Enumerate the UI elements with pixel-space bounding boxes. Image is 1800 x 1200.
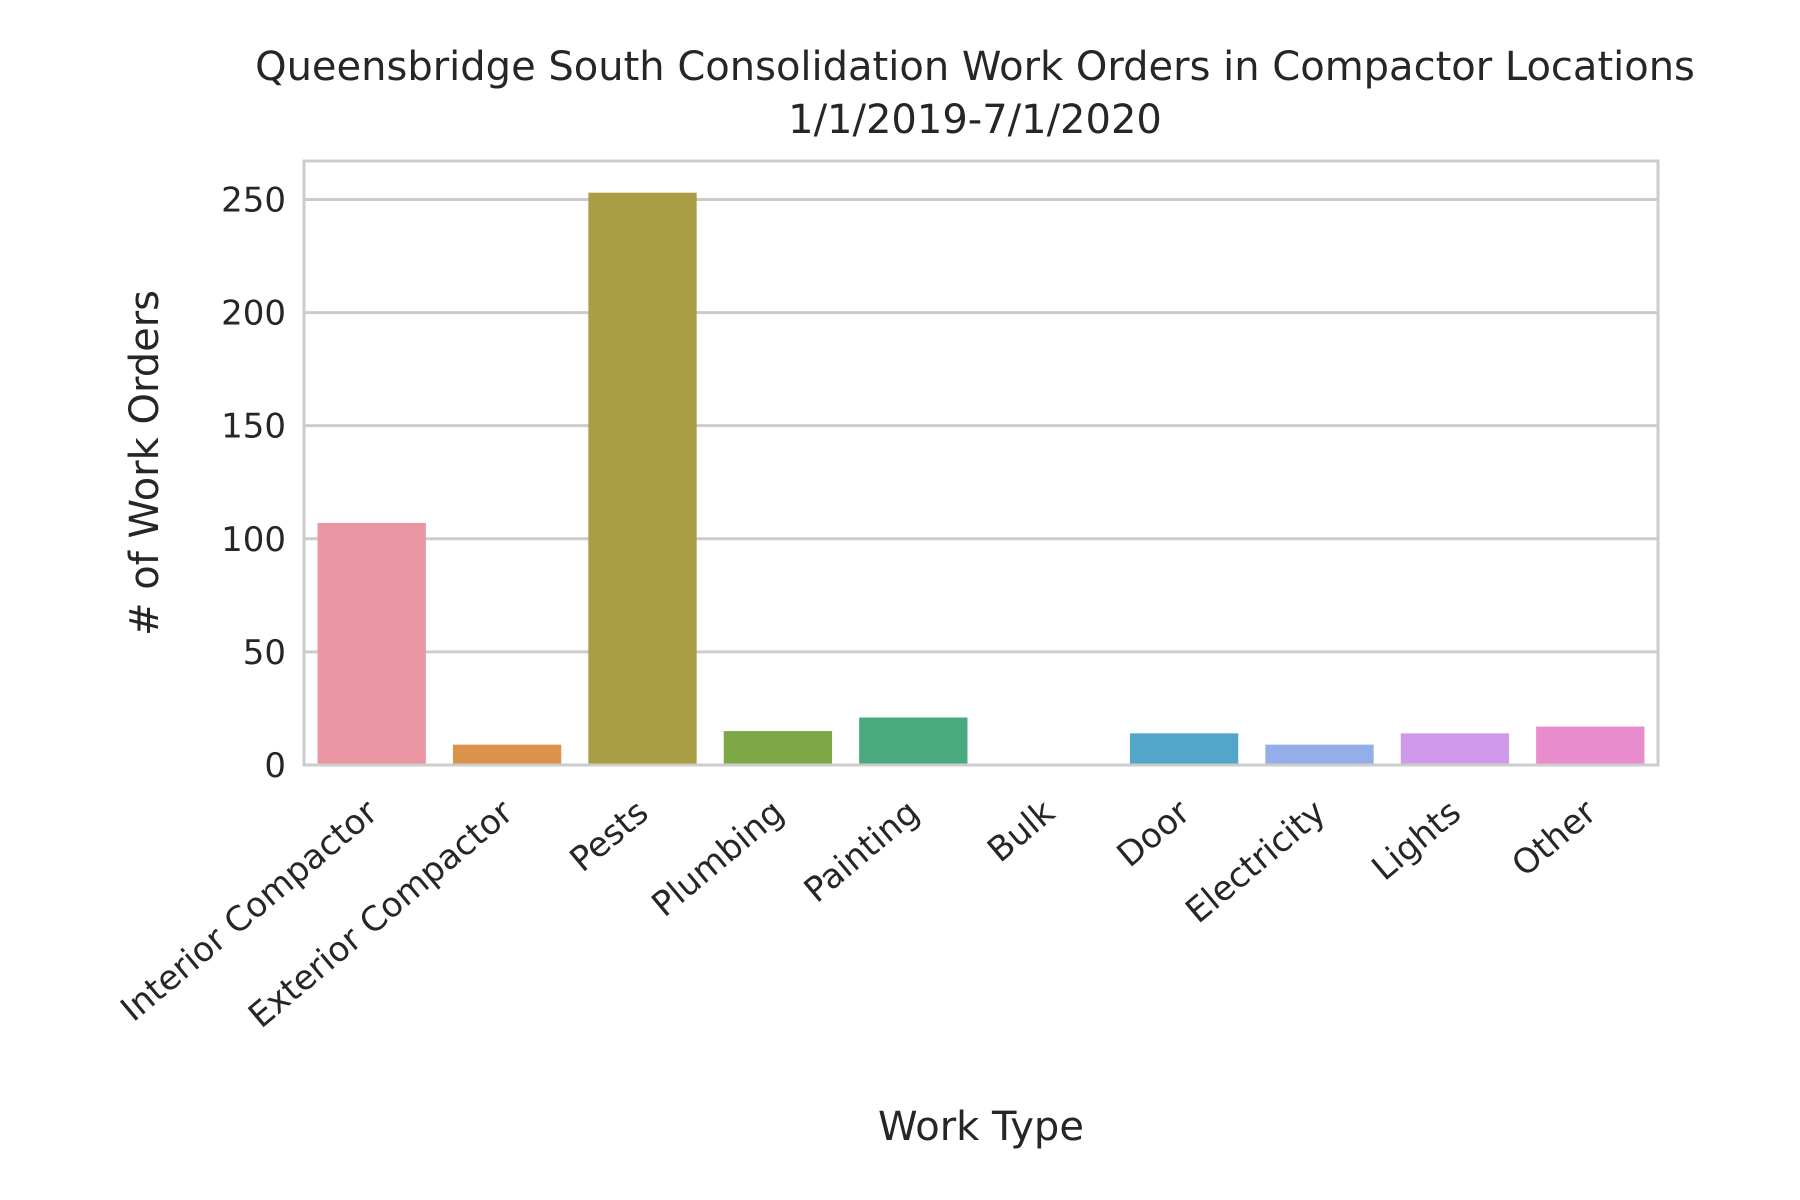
bar-other [1536, 726, 1645, 765]
bar-lights [1400, 733, 1510, 765]
chart-subtitle: 1/1/2019-7/1/2020 [788, 97, 1162, 143]
x-tick-label: Pests [562, 792, 656, 880]
y-tick-label: 250 [221, 180, 286, 220]
bar-pests [588, 192, 697, 765]
bar-interior-compactor [317, 522, 426, 765]
y-tick-label: 0 [264, 746, 286, 786]
x-tick-label: Electricity [1178, 792, 1333, 931]
x-tick-label: Lights [1364, 792, 1468, 889]
y-tick-labels: 0 50 100 150 200 250 [221, 180, 286, 786]
x-tick-label: Exterior Compactor [241, 792, 521, 1036]
chart-title: Queensbridge South Consolidation Work Or… [255, 44, 1695, 90]
x-tick-label: Painting [797, 792, 927, 911]
y-tick-label: 100 [221, 520, 286, 560]
x-axis-label: Work Type [878, 1104, 1084, 1150]
x-tick-label: Plumbing [644, 792, 791, 925]
bar-exterior-compactor [452, 744, 562, 765]
bar-electricity [1265, 744, 1374, 765]
bars [317, 192, 1645, 765]
x-tick-label: Interior Compactor [113, 792, 385, 1029]
x-tick-label: Door [1110, 792, 1198, 875]
y-axis-label: # of Work Orders [122, 290, 168, 636]
gridlines [304, 197, 1658, 767]
plot-frame [302, 159, 1660, 767]
x-tick-label: Other [1504, 792, 1604, 885]
y-tick-label: 200 [221, 294, 286, 334]
bar-painting [859, 717, 968, 765]
y-tick-label: 150 [221, 407, 286, 447]
bar-plumbing [723, 731, 833, 765]
bar-door [1129, 733, 1239, 765]
y-tick-label: 50 [243, 633, 286, 673]
x-tick-label: Bulk [980, 792, 1063, 870]
